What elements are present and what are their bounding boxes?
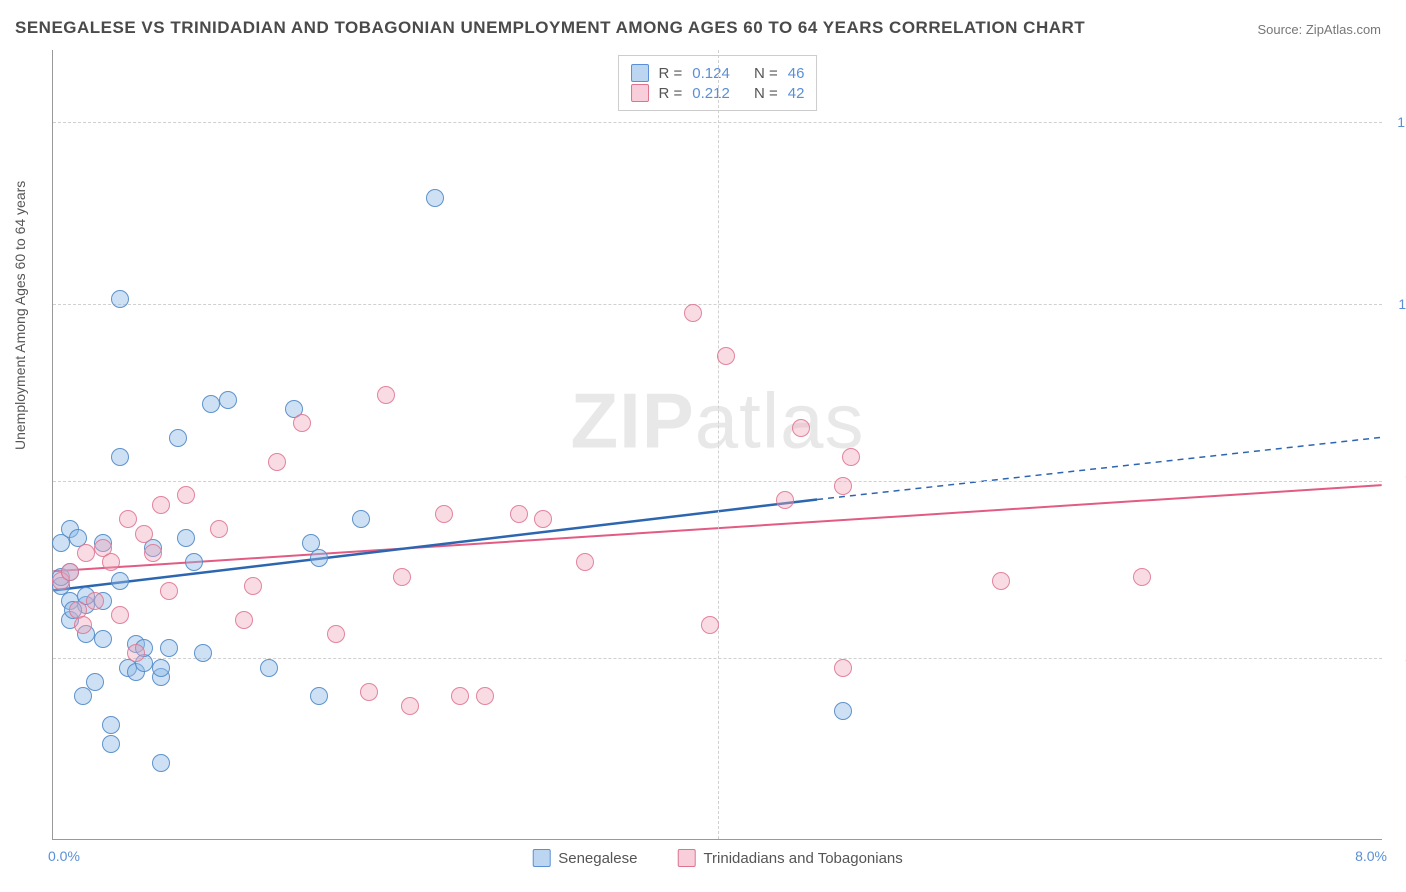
data-point-pink (144, 544, 162, 562)
data-point-pink (160, 582, 178, 600)
data-point-blue (74, 687, 92, 705)
data-point-blue (111, 290, 129, 308)
data-point-pink (534, 510, 552, 528)
data-point-blue (260, 659, 278, 677)
data-point-pink (435, 505, 453, 523)
data-point-pink (102, 553, 120, 571)
data-point-pink (119, 510, 137, 528)
swatch-blue (631, 64, 649, 82)
data-point-blue (169, 429, 187, 447)
legend-label-blue: Senegalese (558, 850, 637, 867)
data-point-pink (834, 477, 852, 495)
swatch-pink (631, 84, 649, 102)
data-point-pink (792, 419, 810, 437)
data-point-pink (476, 687, 494, 705)
r-label: R = (659, 65, 683, 82)
data-point-pink (127, 644, 145, 662)
data-point-blue (111, 572, 129, 590)
data-point-blue (102, 716, 120, 734)
data-point-pink (152, 496, 170, 514)
n-label: N = (754, 65, 778, 82)
data-point-pink (77, 544, 95, 562)
data-point-pink (451, 687, 469, 705)
data-point-pink (701, 616, 719, 634)
x-tick-min: 0.0% (48, 848, 80, 864)
data-point-pink (377, 386, 395, 404)
n-value-blue: 46 (788, 65, 805, 82)
data-point-pink (177, 486, 195, 504)
source-label: Source: ZipAtlas.com (1257, 22, 1381, 37)
data-point-pink (135, 525, 153, 543)
data-point-pink (268, 453, 286, 471)
data-point-pink (576, 553, 594, 571)
data-point-blue (94, 630, 112, 648)
gridline-v (718, 50, 719, 839)
n-label: N = (754, 85, 778, 102)
legend-label-pink: Trinidadians and Tobagonians (703, 850, 902, 867)
n-value-pink: 42 (788, 85, 805, 102)
data-point-pink (834, 659, 852, 677)
data-point-blue (102, 735, 120, 753)
data-point-blue (352, 510, 370, 528)
data-point-pink (717, 347, 735, 365)
x-tick-max: 8.0% (1355, 848, 1387, 864)
legend-item-pink: Trinidadians and Tobagonians (677, 849, 902, 867)
chart-title: SENEGALESE VS TRINIDADIAN AND TOBAGONIAN… (15, 18, 1085, 38)
data-point-pink (244, 577, 262, 595)
legend-series: Senegalese Trinidadians and Tobagonians (532, 849, 903, 867)
swatch-pink (677, 849, 695, 867)
data-point-pink (842, 448, 860, 466)
data-point-pink (86, 592, 104, 610)
data-point-blue (160, 639, 178, 657)
r-label: R = (659, 85, 683, 102)
swatch-blue (532, 849, 550, 867)
data-point-blue (426, 189, 444, 207)
y-tick: 15.0% (1397, 114, 1406, 130)
r-value-blue: 0.124 (692, 65, 730, 82)
data-point-pink (510, 505, 528, 523)
r-value-pink: 0.212 (692, 85, 730, 102)
plot-area: ZIPatlas R = 0.124 N = 46 R = 0.212 N = … (52, 50, 1382, 840)
data-point-pink (401, 697, 419, 715)
data-point-pink (327, 625, 345, 643)
data-point-blue (185, 553, 203, 571)
data-point-pink (992, 572, 1010, 590)
data-point-blue (177, 529, 195, 547)
legend-item-blue: Senegalese (532, 849, 637, 867)
y-axis-label: Unemployment Among Ages 60 to 64 years (12, 181, 28, 450)
data-point-pink (360, 683, 378, 701)
data-point-blue (219, 391, 237, 409)
data-point-blue (152, 659, 170, 677)
data-point-blue (152, 754, 170, 772)
data-point-pink (1133, 568, 1151, 586)
y-tick: 11.2% (1398, 296, 1406, 312)
data-point-blue (194, 644, 212, 662)
data-point-pink (293, 414, 311, 432)
data-point-pink (61, 563, 79, 581)
data-point-blue (310, 549, 328, 567)
data-point-pink (235, 611, 253, 629)
data-point-pink (111, 606, 129, 624)
data-point-pink (393, 568, 411, 586)
data-point-blue (310, 687, 328, 705)
data-point-blue (111, 448, 129, 466)
data-point-pink (210, 520, 228, 538)
data-point-blue (202, 395, 220, 413)
data-point-blue (834, 702, 852, 720)
data-point-pink (684, 304, 702, 322)
correlation-chart: SENEGALESE VS TRINIDADIAN AND TOBAGONIAN… (0, 0, 1406, 892)
data-point-pink (74, 616, 92, 634)
data-point-pink (776, 491, 794, 509)
